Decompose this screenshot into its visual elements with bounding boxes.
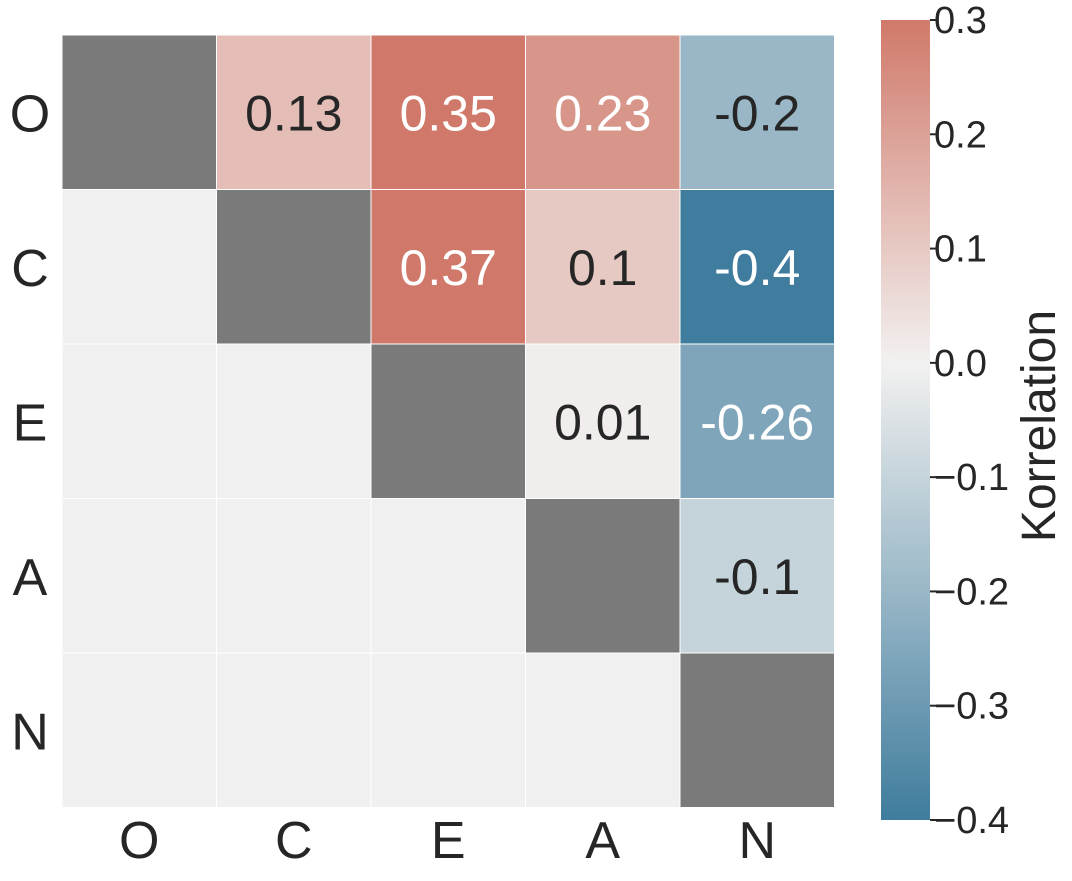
colorbar-tick-label: 0.3 <box>934 0 987 42</box>
cell-value-label: 0.35 <box>400 85 497 141</box>
masked-cell <box>370 652 526 808</box>
row-tick-label: O <box>10 85 50 143</box>
column-tick-label: E <box>431 812 466 870</box>
heatmap-cell-C-E <box>370 189 526 345</box>
heatmap-cell-C-N <box>679 189 835 345</box>
colorbar: 0.3 0.2 0.1 0.0 −0.1 −0.2 −0.3 −0.4 Korrelation <box>881 0 1066 842</box>
heatmap-cells <box>61 34 835 808</box>
column-tick-label: C <box>275 812 313 870</box>
cell-value-label: 0.13 <box>245 85 342 141</box>
heatmap-cell-O-N <box>679 34 835 190</box>
cell-value-label: 0.1 <box>568 240 638 296</box>
masked-cell <box>525 652 681 808</box>
heatmap-cell-E-N <box>679 343 835 499</box>
cell-value-label: -0.2 <box>714 85 800 141</box>
masked-cell <box>61 343 217 499</box>
cell-value-label: -0.1 <box>714 549 800 605</box>
colorbar-gradient <box>881 20 930 820</box>
row-tick-label: A <box>13 549 48 607</box>
colorbar-tick-label: −0.1 <box>934 457 1009 499</box>
masked-cell <box>216 652 372 808</box>
cell-value-label: -0.4 <box>714 240 800 296</box>
colorbar-tick-label: −0.2 <box>934 571 1009 613</box>
colorbar-tick-label: −0.4 <box>934 800 1009 842</box>
heatmap-cell-O-C <box>216 34 372 190</box>
colorbar-tick-label: 0.2 <box>934 114 987 156</box>
cell-value-label: 0.37 <box>400 240 497 296</box>
colorbar-tick-label: 0.1 <box>934 229 987 271</box>
row-tick-labels: O C E A N <box>10 85 50 761</box>
diagonal-cell <box>679 652 835 808</box>
cell-value-label: 0.23 <box>554 85 651 141</box>
masked-cell <box>61 189 217 345</box>
cell-value-label: -0.26 <box>700 394 814 450</box>
heatmap-cell-E-A <box>525 343 681 499</box>
diagonal-cell <box>61 34 217 190</box>
diagonal-cell <box>525 498 681 654</box>
row-tick-label: C <box>11 240 49 298</box>
masked-cell <box>216 498 372 654</box>
masked-cell <box>61 498 217 654</box>
heatmap-cell-O-E <box>370 34 526 190</box>
diagonal-cell <box>370 343 526 499</box>
cell-value-label: 0.01 <box>554 394 651 450</box>
column-tick-label: N <box>738 812 776 870</box>
colorbar-tick-label: 0.0 <box>934 343 987 385</box>
row-tick-label: E <box>13 394 48 452</box>
masked-cell <box>370 498 526 654</box>
column-tick-label: A <box>585 812 620 870</box>
colorbar-label: Korrelation <box>1013 310 1066 542</box>
heatmap-cell-O-A <box>525 34 681 190</box>
column-tick-label: O <box>119 812 159 870</box>
masked-cell <box>61 652 217 808</box>
heatmap-cell-A-N <box>679 498 835 654</box>
masked-cell <box>216 343 372 499</box>
diagonal-cell <box>216 189 372 345</box>
colorbar-tick-label: −0.3 <box>934 686 1009 728</box>
heatmap-cell-labels: 0.13 0.35 0.23 -0.2 0.37 0.1 -0.4 0.01 -0.26 -0.1 <box>245 85 814 605</box>
row-tick-label: N <box>11 703 49 761</box>
colorbar-ticks: 0.3 0.2 0.1 0.0 −0.1 −0.2 −0.3 −0.4 <box>930 0 1009 842</box>
